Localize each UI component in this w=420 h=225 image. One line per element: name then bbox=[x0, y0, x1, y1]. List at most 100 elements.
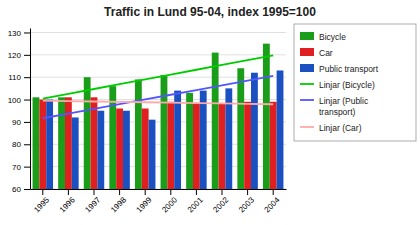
tick: 2003 bbox=[237, 189, 256, 214]
grid-line bbox=[30, 54, 286, 55]
tick: 1998 bbox=[109, 189, 128, 214]
legend-item: Car bbox=[300, 48, 333, 58]
bar bbox=[135, 79, 142, 189]
tick-label: 70 bbox=[12, 163, 21, 172]
trend-line bbox=[43, 101, 273, 105]
tick: 70 bbox=[12, 163, 30, 172]
bar bbox=[270, 102, 277, 189]
legend-swatch bbox=[300, 83, 314, 85]
tick-mark bbox=[24, 122, 30, 123]
legend-item: Public transport bbox=[300, 64, 379, 74]
tick-label: 100 bbox=[8, 96, 22, 105]
bar bbox=[39, 100, 46, 189]
bar bbox=[97, 111, 104, 189]
legend-swatch bbox=[300, 99, 314, 101]
tick-label: 60 bbox=[12, 185, 21, 194]
legend-label: Bicycle bbox=[319, 32, 346, 42]
bar-series bbox=[46, 70, 283, 189]
bar bbox=[186, 93, 193, 189]
tick-mark bbox=[24, 77, 30, 78]
tick-mark bbox=[24, 55, 30, 56]
legend-swatch bbox=[300, 32, 314, 40]
plot: 60 70 80 90 100 110 120 130 1995 1996 1997 1998 1999… bbox=[8, 29, 287, 215]
bar bbox=[123, 111, 130, 189]
tick-mark bbox=[247, 189, 248, 195]
tick-label: 2002 bbox=[211, 195, 230, 214]
tick-label: 2004 bbox=[263, 195, 282, 214]
bar bbox=[277, 70, 284, 189]
tick: 80 bbox=[12, 140, 30, 149]
tick-mark bbox=[145, 189, 146, 195]
trend-line bbox=[43, 55, 273, 98]
tick-label: 1997 bbox=[83, 195, 102, 214]
tick-label: 130 bbox=[8, 29, 22, 38]
tick-mark bbox=[24, 100, 30, 101]
bar bbox=[161, 75, 168, 189]
tick-mark bbox=[273, 189, 274, 195]
tick-label: 1995 bbox=[32, 195, 51, 214]
tick-label: 110 bbox=[8, 73, 21, 82]
title: Traffic in Lund 95-04, index 1995=100 bbox=[104, 5, 316, 19]
tick: 2000 bbox=[160, 189, 179, 214]
bar bbox=[84, 77, 91, 189]
bar bbox=[193, 104, 200, 189]
marks bbox=[33, 44, 284, 189]
legend-box bbox=[294, 24, 416, 141]
tick-mark bbox=[42, 189, 43, 195]
legend-label: Linjar (Car) bbox=[319, 123, 362, 133]
tick-mark bbox=[222, 189, 223, 195]
legend-label: Car bbox=[319, 48, 333, 58]
bar bbox=[58, 97, 65, 189]
legend-swatch bbox=[300, 48, 314, 56]
tick-label: 2001 bbox=[186, 195, 205, 214]
tick-label: 2000 bbox=[160, 195, 179, 214]
tick-mark bbox=[24, 144, 30, 145]
bar-series bbox=[39, 97, 276, 189]
bar bbox=[251, 73, 258, 189]
tick-mark bbox=[170, 189, 171, 195]
bar bbox=[116, 109, 123, 190]
tick: 2001 bbox=[186, 189, 205, 214]
tick-mark bbox=[24, 167, 30, 168]
tick-label: 1998 bbox=[109, 195, 128, 214]
y-axis: 60 70 80 90 100 110 120 130 bbox=[8, 29, 31, 195]
bar bbox=[65, 97, 72, 189]
tick-label: 1999 bbox=[135, 195, 154, 214]
tick: 1999 bbox=[135, 189, 154, 214]
bar bbox=[263, 44, 270, 189]
bar-series bbox=[33, 44, 270, 189]
chart: Traffic in Lund 95-04, index 1995=100 60 7… bbox=[0, 0, 420, 225]
legend-label: Public transport bbox=[319, 64, 379, 74]
tick: 100 bbox=[8, 96, 30, 105]
bar bbox=[149, 120, 156, 189]
bar bbox=[212, 53, 219, 189]
bar bbox=[237, 68, 244, 189]
bar bbox=[244, 102, 251, 189]
legend-item: Linjar (Bicycle) bbox=[300, 80, 375, 90]
axis-line bbox=[30, 29, 31, 190]
tick: 90 bbox=[12, 118, 30, 127]
legend-label: Linjar (Bicycle) bbox=[319, 80, 375, 90]
grid bbox=[30, 32, 286, 189]
legend-label: Linjar (Publictransport) bbox=[319, 96, 369, 117]
tick-label: 80 bbox=[12, 140, 21, 149]
tick-mark bbox=[24, 189, 30, 190]
tick: 120 bbox=[8, 51, 30, 60]
tick: 130 bbox=[8, 29, 30, 38]
legend: Bicycle Car Public transport Linjar (Bicycl… bbox=[294, 24, 416, 141]
tick-mark bbox=[196, 189, 197, 195]
tick: 1995 bbox=[32, 189, 51, 214]
grid-line bbox=[30, 32, 286, 33]
tick-label: 90 bbox=[12, 118, 21, 127]
tick-mark bbox=[68, 189, 69, 195]
tick: 1996 bbox=[58, 189, 77, 214]
tick-label: 120 bbox=[8, 51, 22, 60]
bar bbox=[142, 109, 149, 190]
tick: 110 bbox=[8, 73, 30, 82]
tick-mark bbox=[24, 32, 30, 33]
tick-mark bbox=[94, 189, 95, 195]
legend-item: Linjar (Publictransport) bbox=[300, 96, 369, 117]
bar bbox=[72, 117, 79, 189]
legend-item: Bicycle bbox=[300, 32, 346, 42]
legend-swatch bbox=[300, 64, 314, 72]
